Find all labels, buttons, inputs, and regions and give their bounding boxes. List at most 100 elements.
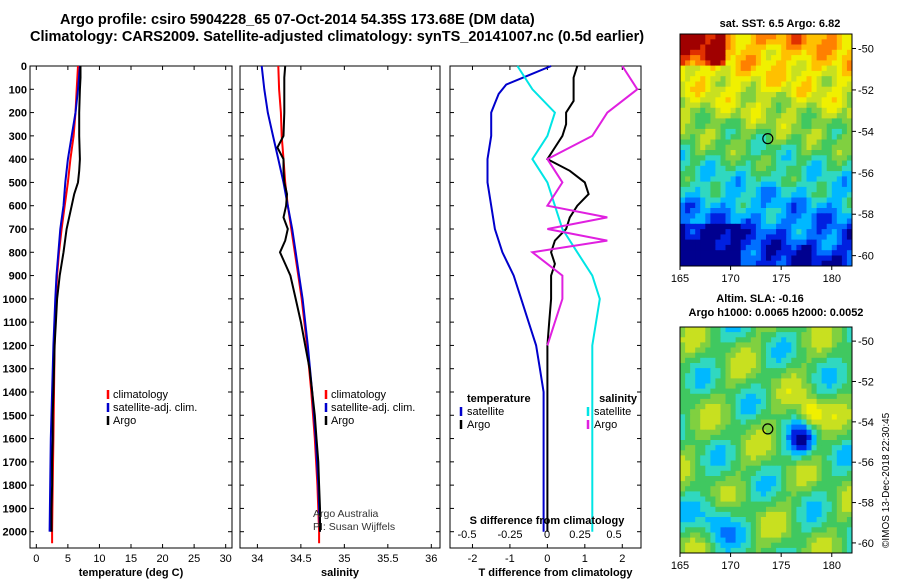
map-cell xyxy=(781,450,787,456)
map-cell xyxy=(796,409,802,415)
map-cell xyxy=(781,171,787,177)
depth-tick-label: 500 xyxy=(9,177,27,189)
map-cell xyxy=(846,208,853,214)
sst-map-ytick-label: -54 xyxy=(858,126,874,138)
map-cell xyxy=(750,255,757,262)
map-cell xyxy=(766,150,772,156)
map-cell xyxy=(816,332,823,338)
map-cell xyxy=(791,139,797,146)
map-cell xyxy=(705,450,711,456)
map-cell xyxy=(715,357,721,364)
map-cell xyxy=(690,255,696,262)
map-cell xyxy=(710,244,716,251)
map-cell xyxy=(831,476,838,482)
map-cell xyxy=(811,176,817,183)
map-cell xyxy=(700,244,706,251)
map-cell xyxy=(755,86,762,93)
map-cell xyxy=(776,144,782,151)
map-cell xyxy=(791,60,797,67)
map-cell xyxy=(786,34,792,40)
map-cell xyxy=(710,144,716,151)
map-cell xyxy=(766,186,772,193)
map-cell xyxy=(695,97,701,103)
map-cell xyxy=(750,113,757,119)
map-cell xyxy=(781,218,787,225)
map-cell xyxy=(690,139,696,146)
map-cell xyxy=(755,434,762,441)
map-cell xyxy=(710,486,716,492)
map-cell xyxy=(685,506,691,513)
map-cell xyxy=(811,118,817,125)
map-cell xyxy=(690,465,696,472)
difference-profile-series-salinity-satellite xyxy=(516,65,601,532)
map-cell xyxy=(745,239,752,246)
map-cell xyxy=(806,511,812,518)
map-cell xyxy=(796,476,802,482)
map-cell xyxy=(755,76,762,82)
map-cell xyxy=(690,134,696,140)
map-cell xyxy=(740,445,747,451)
map-cell xyxy=(836,424,843,431)
map-cell xyxy=(831,255,838,262)
map-cell xyxy=(846,244,853,251)
map-cell xyxy=(740,239,747,246)
map-cell xyxy=(826,491,833,497)
map-cell xyxy=(750,202,757,209)
map-cell xyxy=(685,450,691,456)
map-cell xyxy=(750,155,757,161)
map-cell xyxy=(710,414,716,420)
map-cell xyxy=(695,60,701,67)
map-cell xyxy=(755,244,762,251)
map-cell xyxy=(755,39,762,45)
map-cell xyxy=(801,176,807,183)
map-cell xyxy=(735,192,742,198)
map-cell xyxy=(826,501,833,508)
map-cell xyxy=(791,234,797,241)
map-cell xyxy=(836,150,843,156)
map-cell xyxy=(755,393,762,400)
map-cell xyxy=(700,491,706,497)
map-cell xyxy=(710,368,716,374)
map-cell xyxy=(841,186,848,193)
map-cell xyxy=(705,445,711,451)
map-cell xyxy=(771,128,777,135)
map-cell xyxy=(771,383,777,389)
map-cell xyxy=(685,139,691,146)
map-cell xyxy=(786,368,792,374)
map-cell xyxy=(826,234,833,241)
map-cell xyxy=(755,171,762,177)
map-cell xyxy=(776,455,782,461)
map-cell xyxy=(831,445,838,451)
map-cell xyxy=(836,414,843,420)
map-cell xyxy=(720,542,726,549)
map-cell xyxy=(735,244,742,251)
map-cell xyxy=(821,250,828,256)
map-cell xyxy=(735,70,742,77)
map-cell xyxy=(690,409,696,415)
map-cell xyxy=(806,107,812,114)
map-cell xyxy=(841,160,848,167)
map-cell xyxy=(801,357,807,364)
map-cell xyxy=(730,409,737,415)
map-cell xyxy=(700,440,706,446)
map-cell xyxy=(791,86,797,93)
map-cell xyxy=(811,144,817,151)
map-cell xyxy=(776,393,782,400)
map-cell xyxy=(680,197,686,204)
map-cell xyxy=(685,388,691,395)
map-cell xyxy=(685,445,691,451)
map-cell xyxy=(791,55,797,61)
map-cell xyxy=(740,537,747,544)
map-cell xyxy=(826,337,833,343)
map-cell xyxy=(811,465,817,472)
map-cell xyxy=(801,440,807,446)
map-cell xyxy=(821,496,828,502)
map-cell xyxy=(690,373,696,379)
map-cell xyxy=(715,123,721,130)
map-cell xyxy=(766,363,772,369)
map-cell xyxy=(745,97,752,103)
map-cell xyxy=(841,465,848,472)
map-cell xyxy=(690,144,696,151)
map-cell xyxy=(755,192,762,198)
map-cell xyxy=(755,496,762,502)
